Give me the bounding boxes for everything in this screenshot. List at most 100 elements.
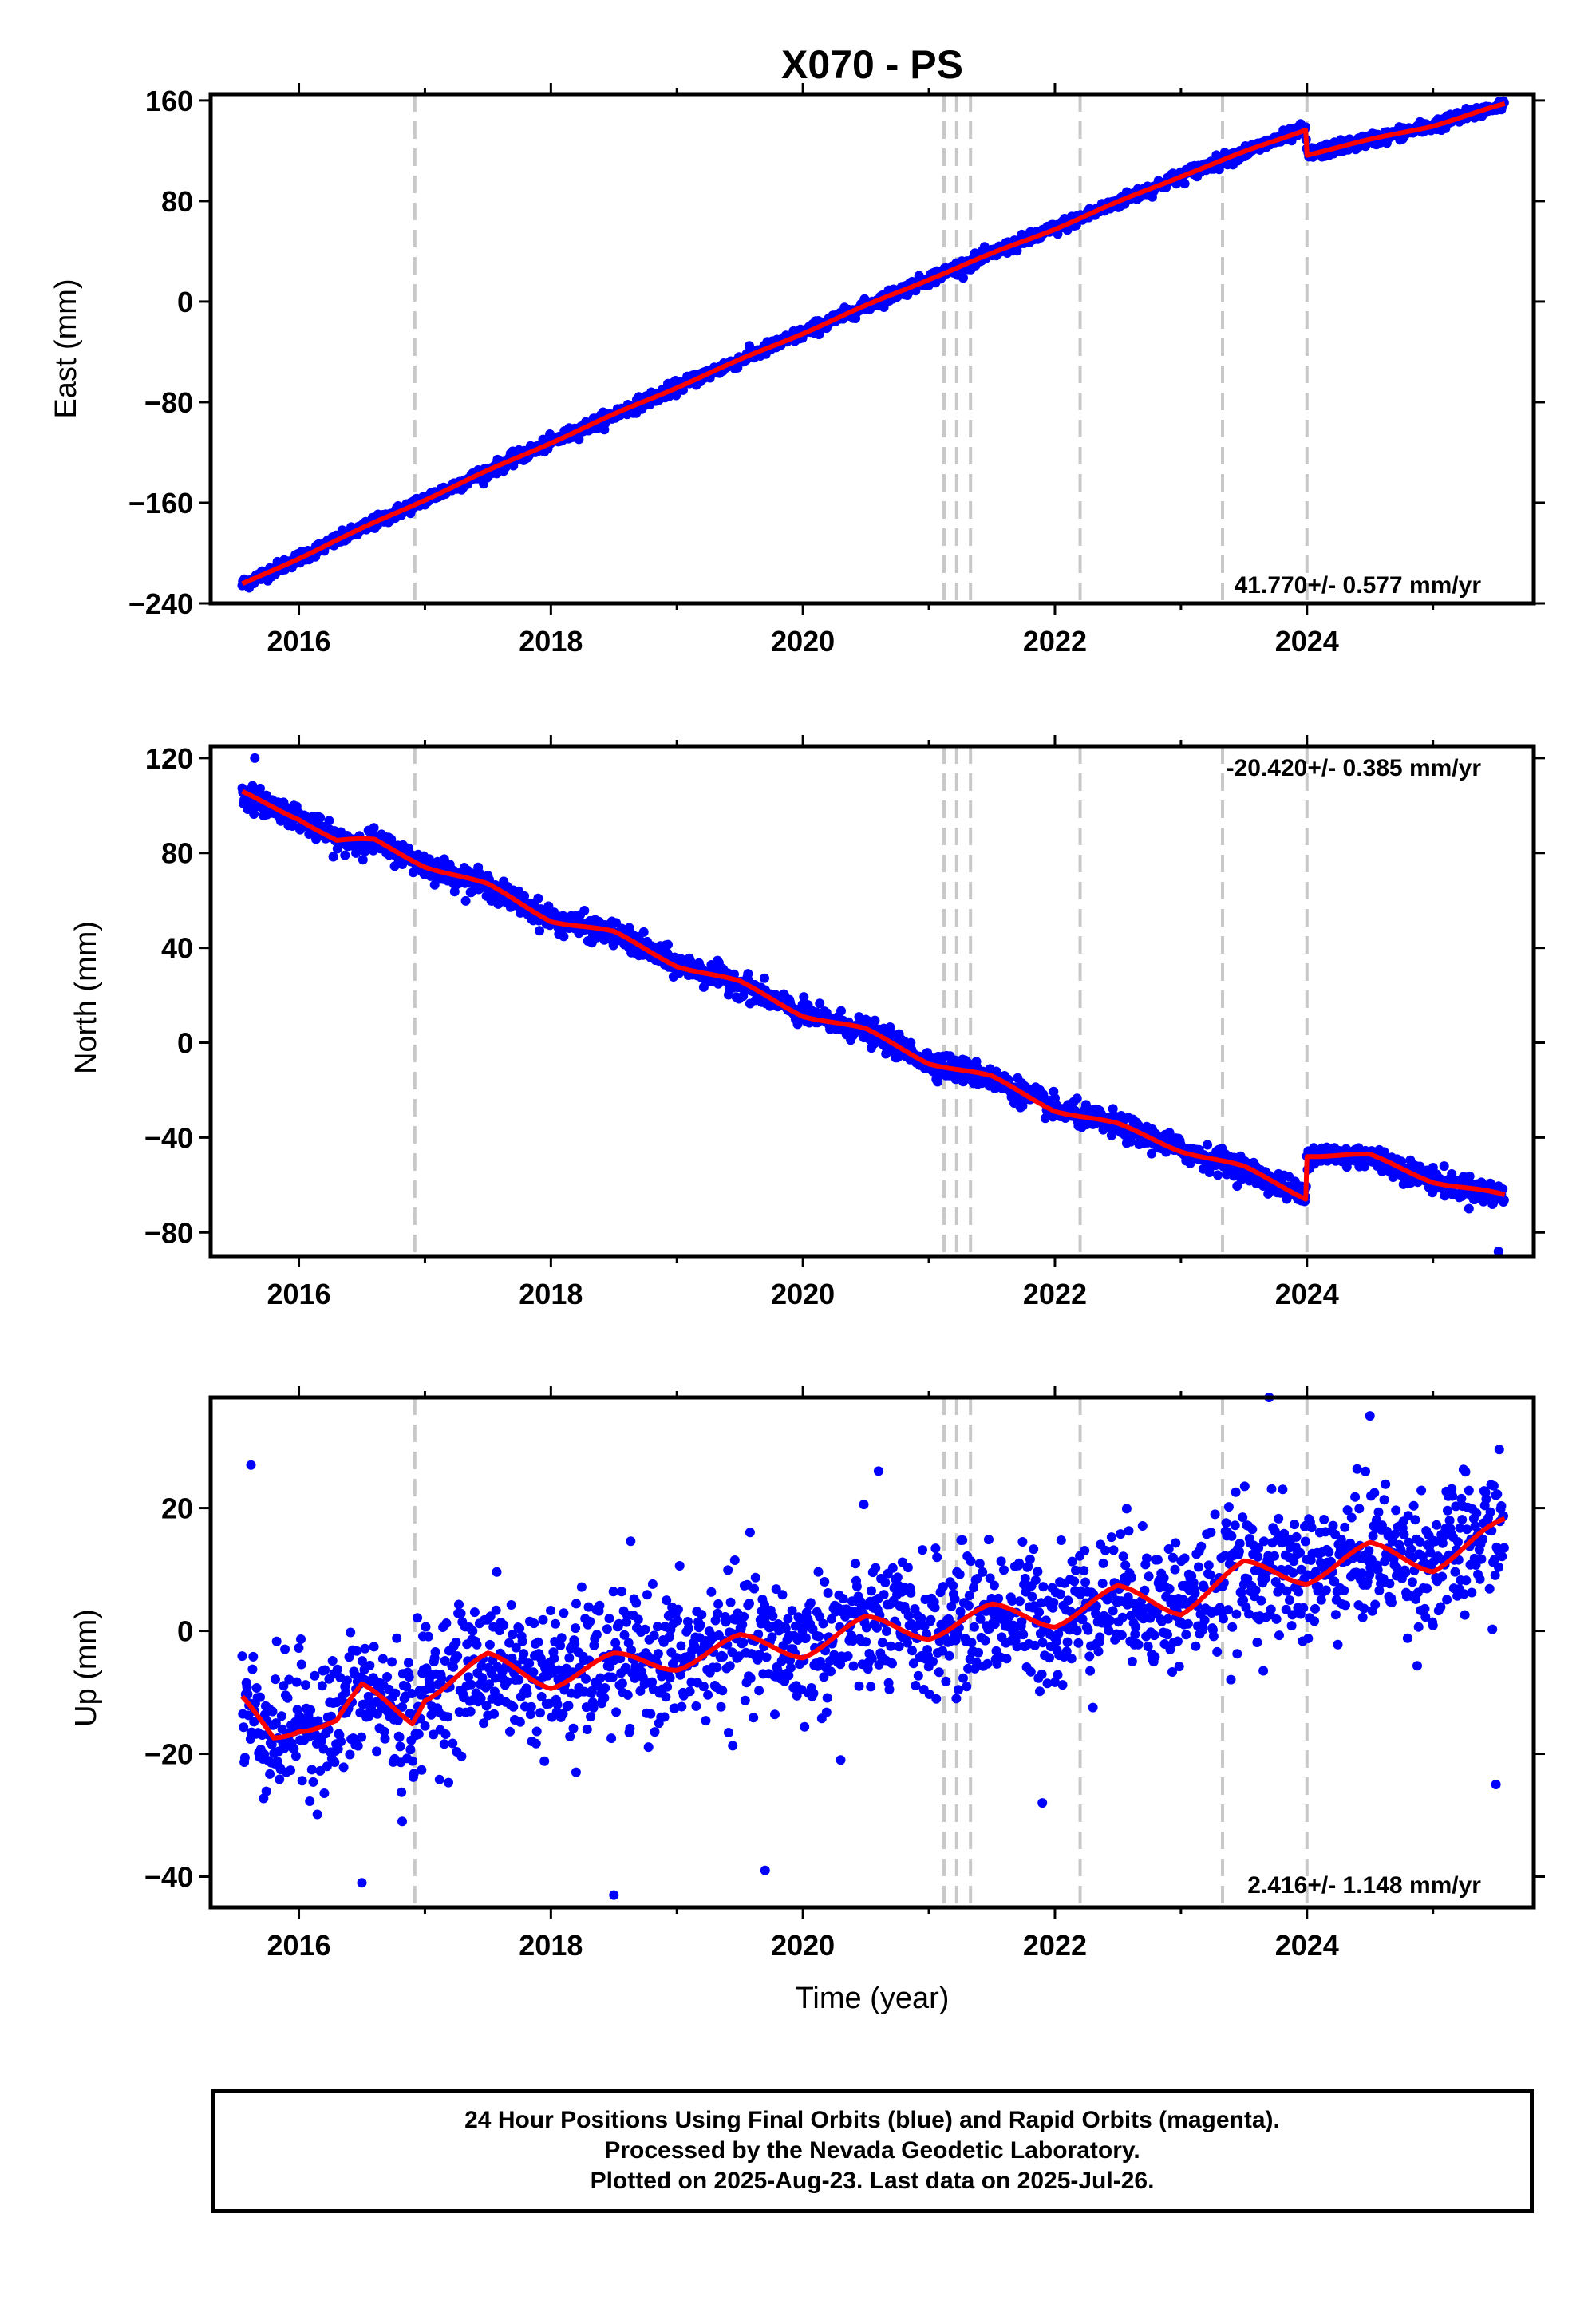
up-position-point: [563, 1701, 574, 1711]
up-position-point: [305, 1796, 315, 1806]
up-position-point: [397, 1787, 407, 1797]
up-position-point: [962, 1682, 972, 1692]
up-position-point: [604, 1614, 614, 1624]
up-position-point: [911, 1681, 921, 1690]
up-position-point: [749, 1713, 759, 1723]
up-position-point: [539, 1756, 550, 1766]
up-position-point: [261, 1786, 271, 1796]
up-position-point: [505, 1726, 515, 1737]
up-position-point: [685, 1686, 695, 1697]
up-position-point: [1033, 1567, 1043, 1577]
up-position-point: [549, 1654, 559, 1663]
up-position-point: [417, 1765, 427, 1775]
up-position-point: [1017, 1537, 1028, 1547]
up-position-point: [607, 1672, 618, 1682]
up-position-point: [950, 1594, 960, 1604]
north-y-tick-label: −40: [144, 1121, 193, 1154]
up-position-point: [506, 1600, 516, 1610]
up-position-point: [1037, 1638, 1048, 1648]
up-position-point: [247, 1664, 258, 1674]
up-position-point: [838, 1594, 848, 1604]
up-position-point: [745, 1673, 756, 1683]
up-position-point: [754, 1686, 764, 1696]
up-position-point: [887, 1563, 898, 1573]
up-position-point: [1037, 1669, 1047, 1679]
up-position-point: [633, 1614, 643, 1625]
up-position-point: [441, 1618, 452, 1628]
up-position-point: [659, 1712, 670, 1722]
north-position-point: [533, 893, 543, 903]
up-position-point: [255, 1692, 265, 1702]
up-position-point: [423, 1631, 433, 1642]
up-position-point: [1071, 1565, 1080, 1575]
up-position-point: [843, 1651, 853, 1662]
up-position-point: [353, 1741, 363, 1751]
up-position-point: [538, 1614, 548, 1625]
up-position-point: [430, 1647, 440, 1657]
up-position-point: [740, 1695, 750, 1705]
up-position-point: [800, 1721, 810, 1732]
up-position-point: [372, 1746, 382, 1757]
up-position-point: [963, 1600, 974, 1611]
up-position-point: [861, 1637, 871, 1647]
east-x-tick-label: 2020: [771, 625, 835, 658]
up-position-point: [1034, 1607, 1045, 1618]
east-x-tick-label: 2018: [519, 625, 583, 658]
up-position-point: [564, 1653, 575, 1663]
up-position-point: [642, 1590, 652, 1600]
up-position-point: [282, 1693, 293, 1703]
up-position-point: [647, 1579, 658, 1589]
east-y-tick-label: −80: [144, 386, 193, 419]
up-position-point: [661, 1692, 671, 1702]
up-position-point: [301, 1680, 310, 1690]
up-position-point: [978, 1567, 988, 1577]
up-position-point: [948, 1580, 958, 1591]
up-position-point: [357, 1732, 367, 1742]
up-position-point: [552, 1699, 563, 1709]
up-position-point: [526, 1701, 536, 1712]
up-position-point: [380, 1733, 390, 1744]
up-position-point: [434, 1774, 444, 1784]
up-position-point: [851, 1559, 861, 1569]
up-position-point: [768, 1611, 778, 1621]
east-axis-label: East (mm): [49, 279, 83, 418]
up-position-point: [454, 1599, 464, 1610]
east-y-tick-label: −160: [128, 487, 193, 520]
up-position-point: [974, 1559, 985, 1569]
up-position-point: [969, 1622, 979, 1632]
up-position-point: [1049, 1598, 1059, 1607]
up-position-point: [600, 1683, 610, 1693]
up-position-point: [697, 1610, 707, 1620]
up-position-point: [327, 1656, 338, 1666]
up-position-point: [591, 1630, 602, 1640]
up-position-point: [312, 1809, 322, 1820]
up-position-point: [931, 1694, 942, 1704]
up-position-point: [665, 1673, 675, 1683]
north-model-fit-line: [241, 788, 1507, 1202]
up-position-point: [1018, 1630, 1029, 1640]
up-position-point: [535, 1708, 545, 1718]
up-position-point: [907, 1646, 917, 1656]
up-position-point: [994, 1593, 1004, 1603]
up-position-point: [717, 1686, 728, 1696]
north-x-tick-label: 2022: [1023, 1278, 1087, 1310]
up-position-point: [903, 1563, 913, 1573]
up-position-point: [676, 1641, 686, 1651]
up-position-point: [725, 1597, 736, 1607]
up-position-point: [848, 1661, 859, 1671]
up-position-point: [271, 1674, 280, 1685]
up-position-point: [420, 1721, 430, 1731]
up-position-point: [237, 1651, 247, 1662]
up-position-point: [452, 1651, 463, 1662]
up-position-point: [928, 1656, 938, 1666]
up-position-point: [958, 1535, 968, 1545]
up-position-point: [954, 1569, 965, 1579]
east-x-tick-label: 2016: [267, 625, 330, 658]
up-position-point: [880, 1578, 891, 1587]
chart-title: X070 - PS: [781, 42, 963, 87]
up-position-point: [280, 1644, 290, 1654]
up-position-point: [1072, 1626, 1082, 1636]
up-position-point: [713, 1599, 724, 1609]
east-position-point: [958, 273, 968, 283]
up-position-point: [894, 1642, 904, 1652]
